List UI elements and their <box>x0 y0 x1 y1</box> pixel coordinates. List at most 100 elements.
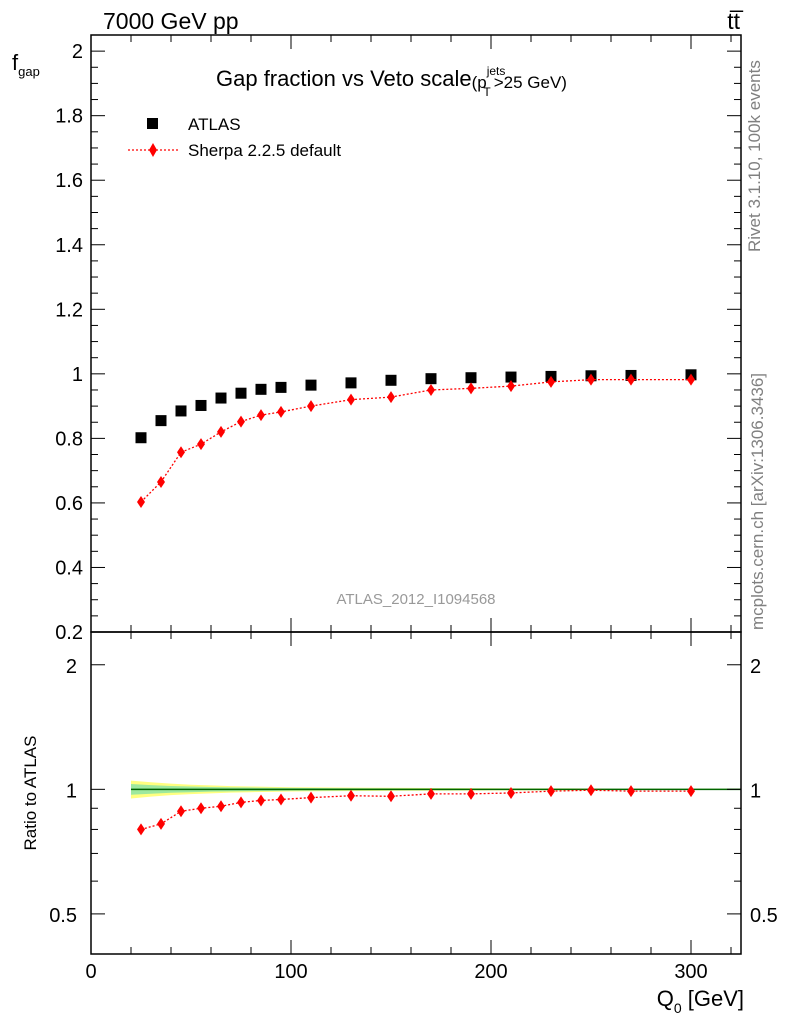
atlas-point <box>425 373 437 385</box>
main-y-tick-label: 1.2 <box>55 299 83 321</box>
legend-sherpa-label: Sherpa 2.2.5 default <box>188 141 341 160</box>
x-tick-label: 200 <box>474 961 507 983</box>
sherpa-point <box>687 373 695 386</box>
mcplots-label: mcplots.cern.ch [arXiv:1306.3436] <box>748 373 767 630</box>
atlas-point <box>255 383 267 395</box>
main-y-tick-label: 0.8 <box>55 428 83 450</box>
atlas-point <box>465 372 477 384</box>
x-tick-label: 300 <box>674 961 707 983</box>
ratio-y-tick-label-right: 2 <box>750 656 761 678</box>
x-axis-title-sub: 0 <box>674 1000 682 1016</box>
main-y-tick-label: 0.6 <box>55 493 83 515</box>
main-panel: 0.2 0.4 0.6 0.8 1 1.2 1.4 1.6 1.8 2 ATLAS_2012_I1… <box>12 34 742 644</box>
x-axis-title-main: Q <box>657 986 674 1011</box>
ratio-sherpa-point <box>277 793 285 806</box>
main-y-tick-label: 2 <box>72 41 83 63</box>
main-y-axis-title-sub: gap <box>18 64 40 79</box>
atlas-point <box>215 392 227 404</box>
ratio-sherpa-point <box>197 802 205 815</box>
sherpa-point <box>307 400 315 413</box>
main-watermark: ATLAS_2012_I1094568 <box>336 591 495 608</box>
sherpa-point <box>587 373 595 386</box>
sherpa-point <box>237 415 245 428</box>
ratio-sherpa-point <box>507 786 515 799</box>
sherpa-point <box>157 475 165 488</box>
x-tick-label: 0 <box>85 961 96 983</box>
sherpa-point <box>427 383 435 396</box>
sherpa-point <box>387 391 395 404</box>
atlas-point <box>385 374 397 386</box>
ratio-sherpa-line <box>140 789 691 831</box>
ratio-y-tick-label: 0.5 <box>49 905 77 927</box>
ratio-sherpa-point <box>157 817 165 830</box>
ratio-sherpa-point <box>237 796 245 809</box>
main-y-axis-title-main: f <box>12 50 19 75</box>
ratio-sherpa-point <box>427 787 435 800</box>
sherpa-point <box>177 446 185 459</box>
main-y-tick-label: 0.4 <box>55 557 83 579</box>
sherpa-point <box>277 405 285 418</box>
ratio-sherpa-point <box>387 790 395 803</box>
ratio-sherpa-point <box>307 791 315 804</box>
ratio-sherpa-point <box>587 784 595 797</box>
sherpa-point <box>137 495 145 508</box>
atlas-point <box>505 371 517 383</box>
ratio-y-tick-labels: 0.5 0.5 1 1 2 2 <box>49 656 778 927</box>
main-y-tick-label: 1.8 <box>55 106 83 128</box>
sherpa-point <box>257 409 265 422</box>
atlas-point <box>345 377 357 389</box>
main-series <box>135 369 697 508</box>
sherpa-point <box>197 438 205 451</box>
ratio-series <box>137 784 695 836</box>
ratio-y-tick-label: 2 <box>66 656 77 678</box>
atlas-point <box>195 399 207 411</box>
main-y-tick-label: 1 <box>72 364 83 386</box>
legend-sherpa-marker <box>149 143 157 157</box>
sherpa-point <box>507 380 515 393</box>
ratio-sherpa-point <box>257 794 265 807</box>
ratio-y-tick-label-right: 1 <box>750 780 761 802</box>
chart-title: Gap fraction vs Veto scale(pjets T >25 GeV… <box>216 64 567 99</box>
main-y-tick-label: 1.4 <box>55 235 83 257</box>
sherpa-point <box>347 393 355 406</box>
ratio-y-tick-label-right: 0.5 <box>750 905 778 927</box>
sherpa-point <box>547 375 555 388</box>
ratio-ticks <box>90 632 741 955</box>
chart-title-close: >25 GeV) <box>494 73 567 92</box>
main-y-tick-labels: 0.2 0.4 0.6 0.8 1 1.2 1.4 1.6 1.8 2 <box>55 41 83 644</box>
legend-atlas-label: ATLAS <box>188 115 241 134</box>
x-axis-title: Q0 [GeV] <box>657 986 744 1016</box>
ratio-sherpa-point <box>687 785 695 798</box>
legend: ATLAS Sherpa 2.2.5 default <box>128 115 341 160</box>
ratio-y-tick-label: 1 <box>66 780 77 802</box>
sherpa-point <box>627 373 635 386</box>
chart-title-main: Gap fraction vs Veto scale <box>216 66 472 91</box>
ratio-sherpa-point <box>137 823 145 836</box>
main-y-tick-label: 1.6 <box>55 170 83 192</box>
x-tick-labels: 0 100 200 300 <box>85 961 707 983</box>
atlas-point <box>235 387 247 399</box>
atlas-point <box>275 381 287 393</box>
header-right: tt̅ <box>727 8 743 34</box>
ratio-panel: 0.5 0.5 1 1 2 2 0 100 200 300 Ratio to ATLAS Q0 … <box>21 631 778 1016</box>
sherpa-point <box>467 382 475 395</box>
main-y-axis-title: fgap <box>12 50 40 79</box>
rivet-label: Rivet 3.1.10, 100k events <box>745 60 764 252</box>
legend-atlas-marker <box>147 118 158 129</box>
ratio-sherpa-point <box>627 785 635 798</box>
atlas-point <box>305 379 317 391</box>
ratio-plot-frame <box>90 631 742 955</box>
atlas-point <box>155 415 167 427</box>
chart-title-open: (p <box>472 73 487 92</box>
ratio-sherpa-point <box>177 805 185 818</box>
ratio-sherpa-point <box>217 800 225 813</box>
header-left: 7000 GeV pp <box>103 8 239 34</box>
ratio-y-axis-title: Ratio to ATLAS <box>21 736 40 851</box>
ratio-uncertainty-band <box>131 780 741 799</box>
x-tick-label: 100 <box>274 961 307 983</box>
main-y-tick-label: 0.2 <box>55 622 83 644</box>
sherpa-point <box>217 425 225 438</box>
chart-title-sub: T <box>483 85 491 99</box>
main-ticks <box>90 35 741 633</box>
